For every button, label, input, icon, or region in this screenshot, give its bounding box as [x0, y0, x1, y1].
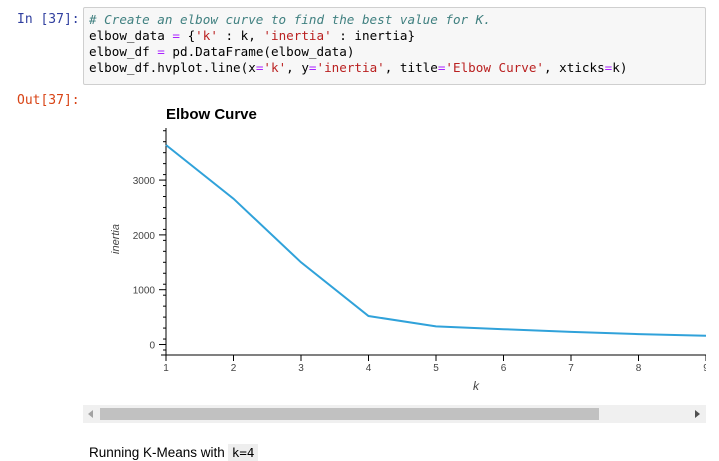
code-token: =: [437, 60, 446, 75]
x-tick-label: 2: [231, 363, 237, 374]
code-token: , y: [286, 60, 309, 75]
kmeans-status-line: Running K-Means with k=4: [89, 444, 259, 461]
code-token: =: [157, 44, 165, 59]
code-token: 'k': [263, 60, 287, 75]
code-token: 'k': [195, 28, 218, 43]
code-token: elbow_data: [89, 28, 173, 43]
scroll-right-icon[interactable]: [695, 410, 700, 418]
code-token: pd.DataFrame(elbow_data): [164, 44, 355, 59]
code-token: 'Elbow Curve': [445, 60, 544, 75]
x-tick-label: 8: [636, 363, 642, 374]
code-token: : k,: [217, 28, 264, 43]
y-tick-label: 2000: [133, 231, 156, 242]
elbow-curve-chart[interactable]: Elbow Curve 0 1000 2000 3000 1 2 3 4 5 6 7 8 9 k inerti…: [83, 98, 706, 404]
code-line: # Create an elbow curve to find the best…: [89, 12, 705, 28]
x-tick-label: 6: [501, 363, 507, 374]
code-cell[interactable]: # Create an elbow curve to find the best…: [83, 7, 706, 85]
series-line[interactable]: [165, 144, 706, 337]
code-token: , xticks: [544, 60, 605, 75]
scroll-left-icon[interactable]: [88, 410, 93, 418]
y-tick-label: 3000: [133, 176, 156, 187]
code-token: , title: [384, 60, 438, 75]
y-tick-label: 1000: [133, 286, 156, 297]
code-line: elbow_df = pd.DataFrame(elbow_data): [89, 44, 705, 60]
code-token: elbow_df: [89, 44, 158, 59]
code-token: 'inertia': [316, 60, 385, 75]
scrollbar-thumb[interactable]: [100, 408, 599, 420]
code-token: elbow_df.hvplot.line(x: [89, 60, 256, 75]
chart-title: Elbow Curve: [166, 106, 257, 123]
code-token: {: [180, 28, 196, 43]
x-tick-label: 9: [703, 363, 706, 374]
horizontal-scrollbar[interactable]: [83, 405, 706, 423]
code-token: : inertia}: [331, 28, 416, 43]
code-line: elbow_df.hvplot.line(x='k', y='inertia',…: [89, 60, 705, 76]
y-tick-label: 0: [149, 341, 155, 352]
x-tick-label: 1: [163, 363, 169, 374]
y-axis-label: inertia: [110, 224, 122, 254]
code-token: =: [172, 28, 180, 43]
x-axis-label: k: [473, 379, 480, 393]
code-token: =: [255, 60, 264, 75]
output-prompt: Out[37]:: [17, 93, 80, 108]
x-tick-label: 3: [298, 363, 304, 374]
code-token: =: [308, 60, 317, 75]
code-token: k): [612, 60, 628, 75]
code-token: # Create an elbow curve to find the best…: [89, 12, 491, 27]
x-tick-label: 4: [366, 363, 372, 374]
code-token: 'inertia': [263, 28, 332, 43]
code-line: elbow_data = {'k' : k, 'inertia' : inert…: [89, 28, 705, 44]
x-tick-label: 7: [568, 363, 574, 374]
input-prompt: In [37]:: [17, 12, 80, 27]
status-code: k=4: [227, 444, 259, 461]
code-token: =: [604, 60, 613, 75]
x-tick-label: 5: [433, 363, 439, 374]
status-text: Running K-Means with: [89, 445, 225, 460]
